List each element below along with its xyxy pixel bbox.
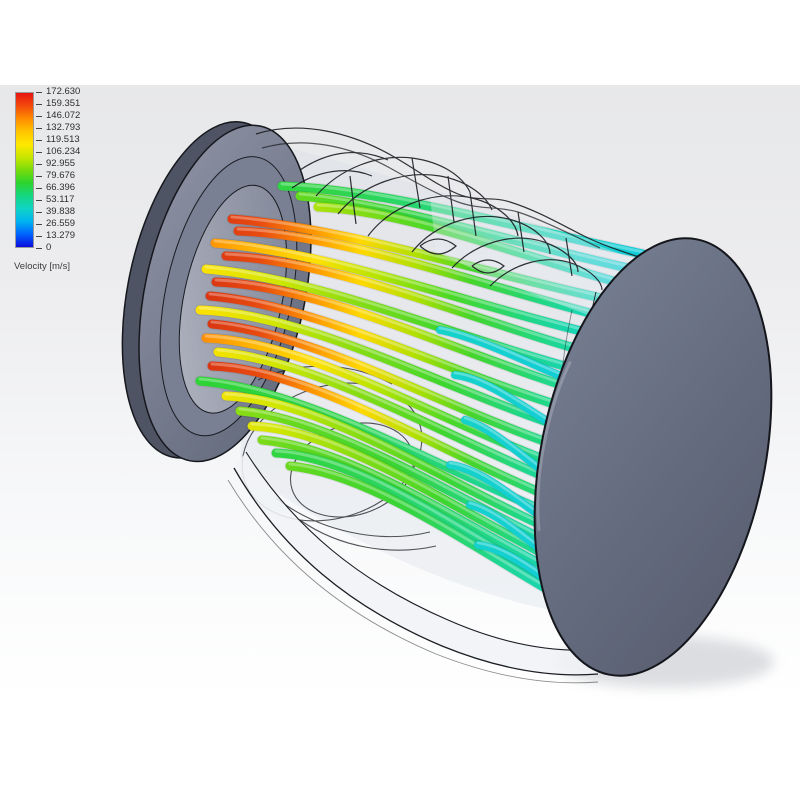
tick-label: 106.234: [46, 146, 81, 157]
legend-tick-row: 172.630: [36, 87, 80, 97]
streamline-highlight: [210, 362, 578, 507]
legend-title: Velocity [m/s]: [14, 261, 70, 272]
tick-label: 119.513: [46, 134, 80, 145]
streamline-highlight: [204, 265, 596, 374]
tick-label: 146.072: [46, 110, 81, 121]
tick-label: 159.351: [46, 98, 81, 109]
tick-label: 26.559: [46, 218, 76, 229]
tick-mark: [36, 91, 42, 93]
legend-tick-row: 132.793: [36, 123, 80, 133]
streamline-highlight: [198, 377, 583, 526]
streamline-highlight: [213, 239, 612, 338]
streamline-highlight: [236, 227, 619, 320]
legend-tick-row: 39.838: [36, 207, 75, 217]
streamline-tubes: [194, 180, 649, 635]
legend-colorbar: [15, 92, 34, 248]
legend-tick-row: 13.279: [36, 231, 75, 241]
streamline: [205, 291, 585, 417]
streamline: [277, 181, 648, 259]
outlet-disc: [533, 237, 773, 677]
streamline: [233, 226, 622, 325]
streamline: [295, 191, 642, 275]
streamline: [221, 251, 607, 361]
velocity-legend: 172.630 159.351 146.072 132.793 119.513 106.2…: [0, 0, 140, 273]
legend-tick-row: 92.955: [36, 159, 75, 169]
tick-label: 172.630: [46, 86, 81, 97]
legend-tick-row: 53.117: [36, 195, 74, 205]
streamline: [201, 264, 599, 379]
tick-label: 92.955: [46, 158, 76, 169]
streamline: [195, 305, 579, 436]
duct-wall-film: [430, 196, 642, 332]
streamline-highlight: [208, 292, 582, 412]
streamline-highlight: [204, 334, 572, 469]
tick-mark: [36, 139, 42, 141]
tick-mark: [36, 127, 42, 129]
tick-label: 79.676: [46, 170, 76, 181]
streamline: [213, 347, 577, 493]
streamline-highlight: [224, 252, 604, 356]
legend-tick-row: 0: [36, 243, 51, 253]
streamline-highlight: [198, 306, 576, 431]
streamline-highlight: [230, 215, 626, 303]
streamline: [313, 202, 636, 291]
tick-label: 0: [46, 242, 52, 253]
duct-bottom-wall: [227, 451, 599, 684]
tick-mark: [36, 211, 42, 213]
tick-label: 39.838: [46, 206, 76, 217]
streamline: [207, 361, 581, 512]
legend-tick-row: 146.072: [36, 111, 80, 121]
tick-label: 13.279: [46, 230, 76, 241]
wireframe-cage: [255, 127, 643, 577]
legend-tick-row: 26.559: [36, 219, 75, 229]
tick-mark: [36, 175, 42, 177]
legend-tick-row: 106.234: [36, 147, 80, 157]
tick-mark: [36, 103, 42, 105]
tick-mark: [36, 235, 42, 237]
tick-mark: [36, 187, 42, 189]
streamline: [227, 214, 629, 308]
legend-tick-row: 79.676: [36, 171, 75, 181]
legend-tick-row: 119.513: [36, 135, 80, 145]
streamline: [207, 319, 575, 455]
tick-mark: [36, 163, 42, 165]
streamline: [211, 277, 592, 398]
tick-mark: [36, 223, 42, 225]
legend-tick-row: 66.396: [36, 183, 75, 193]
tick-label: 132.793: [46, 122, 81, 133]
tick-mark: [36, 247, 42, 249]
streamline-highlight: [280, 182, 645, 254]
tick-label: 53.117: [46, 194, 75, 205]
tick-mark: [36, 151, 42, 153]
streamline-highlight: [214, 278, 589, 393]
legend-tick-row: 159.351: [36, 99, 80, 109]
streamline-highlight: [210, 320, 572, 450]
streamline-highlight: [298, 192, 639, 270]
streamline-highlight: [216, 348, 574, 488]
tick-label: 66.396: [46, 182, 76, 193]
tick-mark: [36, 115, 42, 117]
tick-mark: [36, 199, 42, 201]
streamline: [210, 238, 615, 343]
